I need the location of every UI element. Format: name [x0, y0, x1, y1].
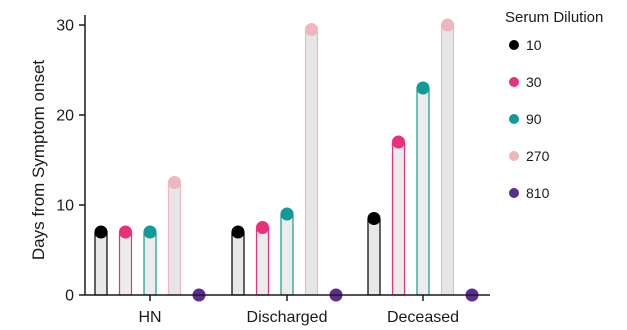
bar [440, 24, 455, 296]
bar-dot [416, 81, 430, 95]
legend-title: Serum Dilution [505, 9, 603, 26]
bar-dot [256, 221, 269, 234]
legend-label: 10 [526, 37, 542, 53]
bar [416, 87, 430, 296]
bar [304, 28, 319, 296]
y-tick-label: 20 [56, 108, 74, 125]
bar-dot [143, 225, 157, 239]
legend: Serum Dilution 10 30 90 270 810 [505, 9, 603, 201]
bar [118, 231, 133, 296]
bar-dot [231, 225, 245, 239]
legend-label: 270 [526, 148, 550, 164]
bar-dot [305, 23, 318, 36]
bar [280, 213, 294, 296]
bar [143, 231, 157, 296]
bar-dot [367, 212, 381, 225]
legend-marker [509, 151, 519, 161]
category-label: HN [138, 309, 161, 326]
legend-marker [509, 77, 519, 87]
category-labels: HN Discharged Deceased [138, 309, 459, 326]
legend-marker [509, 40, 519, 50]
bar [231, 231, 245, 296]
bar [391, 141, 406, 296]
bars-layer [94, 18, 479, 302]
y-axis-title: Days from Symptom onset [29, 60, 48, 261]
legend-label: 30 [526, 74, 542, 90]
y-tick-label: 10 [56, 198, 74, 215]
bar-dot [119, 225, 132, 239]
legend-marker [509, 188, 519, 198]
bar [94, 231, 108, 296]
category-label: Discharged [247, 309, 328, 326]
bar-dot [392, 135, 405, 149]
bar [167, 181, 182, 296]
ticks-layer: 0 10 20 30 [56, 18, 85, 305]
y-tick-label: 30 [56, 18, 74, 35]
legend-marker [509, 114, 519, 124]
bar-dot [94, 225, 108, 239]
category-label: Deceased [387, 309, 459, 326]
bar [255, 226, 270, 296]
bar-dot [168, 176, 181, 189]
bar-dot [280, 207, 294, 221]
legend-label: 90 [526, 111, 542, 127]
legend-label: 810 [526, 185, 550, 201]
axes-layer [84, 15, 490, 301]
bar-dot [441, 18, 454, 32]
bar [367, 217, 381, 296]
y-tick-label: 0 [65, 288, 74, 305]
